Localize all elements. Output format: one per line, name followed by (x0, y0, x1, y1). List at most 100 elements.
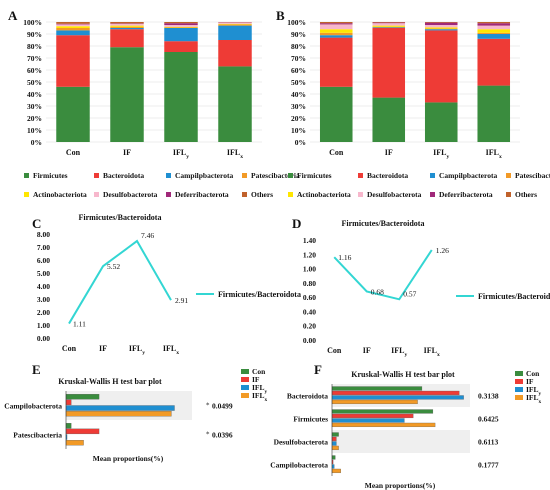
panel-a-bar-segment (110, 23, 144, 26)
panel-f-legend-swatch (515, 379, 523, 384)
panel-c-ytick-label: 2.00 (37, 308, 50, 317)
panel-a-legend-swatch (166, 192, 171, 197)
panel-d-xtick-label: Con (327, 346, 342, 355)
panel-f-legend-label: Con (526, 369, 540, 378)
panel-e-bar (65, 399, 72, 406)
panel-a-ytick-label: 20% (27, 114, 42, 123)
panel-b-legend-label: Patescibacteria (515, 171, 550, 180)
panel-b-bar-segment (424, 25, 458, 28)
panel-f-bar (331, 441, 337, 446)
panel-f-bar (331, 464, 335, 469)
panel-a-bar-segment (110, 47, 144, 143)
panel-a-legend-label: Patescibacteria (251, 171, 300, 180)
panel-d-ytick-label: 1.40 (303, 236, 316, 245)
panel-b-ytick-label: 20% (291, 114, 306, 123)
panel-b-ytick-label: 50% (291, 78, 306, 87)
panel-b-bar-segment (424, 28, 458, 30)
panel-b-bar-segment (477, 23, 511, 26)
panel-a-legend-label: Others (251, 190, 273, 199)
panel-b-legend-swatch (430, 192, 435, 197)
panel-b-bar-segment (424, 30, 458, 103)
panel-label-a: A (8, 8, 18, 23)
panel-f-legend-label: IFLx (526, 393, 542, 405)
panel-f-bar (331, 390, 460, 396)
panel-b-xtick-label: Con (329, 148, 344, 157)
panel-c-xtick-label: IFLx (163, 344, 179, 356)
panel-f-bar (331, 436, 337, 442)
panel-b-bar-segment (477, 34, 511, 39)
panel-a-legend-swatch (94, 192, 99, 197)
panel-c-ytick-label: 6.00 (37, 256, 50, 265)
panel-c-legend-label: Firmicutes/Bacteroidota (218, 290, 301, 299)
panel-a-bar-segment (164, 25, 198, 27)
panel-d-ytick-label: 0.60 (303, 293, 316, 302)
panel-b-bar-segment (319, 86, 353, 142)
panel-f-bar (331, 468, 341, 474)
panel-a-bar-segment (56, 24, 90, 27)
panel-b-bar-segment (319, 32, 353, 36)
panel-f-legend-swatch (515, 387, 523, 392)
panel-e-significance-mark: * (206, 431, 210, 439)
panel-e-title: Kruskal-Wallis H test bar plot (58, 377, 162, 386)
panel-b-legend-swatch (288, 192, 293, 197)
panel-d-data-label: 1.26 (436, 246, 449, 255)
panel-f-category-label: Bacteroidota (287, 392, 328, 401)
panel-a-bar-segment (218, 23, 252, 25)
panel-a-bar-segment (218, 40, 252, 67)
panel-d-xtick-label: IF (363, 346, 371, 355)
panel-b-bar-segment (319, 24, 353, 30)
panel-a-bar-segment (164, 23, 198, 25)
panel-b-bar-segment (372, 97, 406, 142)
panel-b-bar-segment (372, 26, 406, 28)
panel-e-bar (65, 411, 172, 417)
panel-c-ytick-label: 4.00 (37, 282, 50, 291)
panel-b-bar-segment (372, 28, 406, 98)
panel-c-data-label: 1.11 (73, 320, 86, 329)
panel-b-bar-segment (477, 25, 511, 30)
panel-e-legend-swatch (241, 369, 249, 374)
panel-f-category-label: Desulfobacterota (274, 438, 329, 447)
panel-b-legend-label: Desulfobacterota (367, 190, 422, 199)
panel-b-xtick-label: IFLx (486, 148, 502, 160)
panel-f-bar (331, 432, 339, 437)
panel-a-legend-label: Firmicutes (33, 171, 68, 180)
panel-a-xtick-label: IFLy (173, 148, 189, 160)
panel-e-bar (65, 394, 100, 400)
panel-b-bar-segment (477, 85, 511, 142)
panel-b-xtick-label: IF (385, 148, 393, 157)
panel-a-bar-segment (218, 25, 252, 40)
panel-f-p-value: 0.6425 (478, 415, 499, 424)
panel-c-ytick-label: 0.00 (37, 334, 50, 343)
panel-b-bar-segment (477, 29, 511, 33)
panel-e-legend-swatch (241, 377, 249, 382)
panel-f-bar (331, 455, 336, 460)
panel-b-ytick-label: 40% (291, 90, 306, 99)
panel-c-data-label: 5.52 (107, 262, 120, 271)
panel-f-bar (331, 399, 418, 405)
panel-b-bar-segment (319, 23, 353, 25)
panel-e-xlabel: Mean proportions(%) (93, 454, 164, 463)
panel-a-ytick-label: 40% (27, 90, 42, 99)
panel-a-bar-segment (56, 28, 90, 31)
panel-c-data-label: 2.91 (175, 296, 188, 305)
panel-d-title: Firmicutes/Bacteroidota (342, 219, 425, 228)
panel-b-ytick-label: 90% (291, 30, 306, 39)
panel-e-p-value: 0.0499 (212, 402, 233, 411)
panel-label-e: E (32, 362, 41, 377)
panel-b-legend-label: Bacteroidota (367, 171, 408, 180)
panel-f-p-value: 0.1777 (478, 461, 499, 470)
panel-b-ytick-label: 100% (287, 18, 306, 27)
panel-a-legend-label: Bacteroidota (103, 171, 144, 180)
panel-a-ytick-label: 70% (27, 54, 42, 63)
panel-c-ytick-label: 7.00 (37, 243, 50, 252)
panel-b-legend-label: Actinobacteriota (297, 190, 351, 199)
panel-a-bar-segment (110, 26, 144, 28)
panel-a-bar-segment (164, 27, 198, 28)
panel-b-bar-segment (424, 29, 458, 31)
panel-b-legend-label: Deferribacterota (439, 190, 493, 199)
panel-a-ytick-label: 30% (27, 102, 42, 111)
panel-a-legend-swatch (24, 192, 29, 197)
panel-b-legend-label: Firmicutes (297, 171, 332, 180)
panel-a-legend-label: Actinobacteriota (33, 190, 87, 199)
